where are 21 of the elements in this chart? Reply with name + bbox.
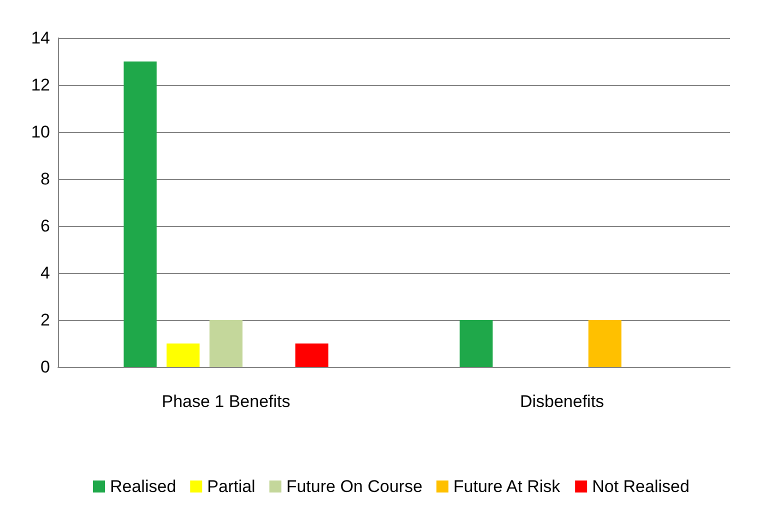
y-tick-label: 8 xyxy=(40,170,50,188)
bar xyxy=(166,344,200,367)
y-tick-label: 4 xyxy=(40,264,50,282)
bar xyxy=(460,320,493,367)
legend-label: Future On Course xyxy=(286,477,422,496)
y-tick-label: 10 xyxy=(31,122,50,142)
legend-label: Realised xyxy=(110,477,176,496)
bar xyxy=(210,320,242,367)
y-tick-label: 14 xyxy=(31,28,50,48)
bar xyxy=(295,344,328,367)
x-tick-label: Phase 1 Benefits xyxy=(162,392,290,411)
y-tick-label: 6 xyxy=(40,216,50,236)
bar xyxy=(124,62,157,367)
bar xyxy=(588,320,622,367)
legend-label: Future At Risk xyxy=(453,477,561,496)
y-tick-label: 2 xyxy=(40,310,50,330)
legend-label: Not Realised xyxy=(592,477,690,496)
y-tick-label: 12 xyxy=(31,76,50,94)
legend-label: Partial xyxy=(207,477,256,496)
y-tick-label: 0 xyxy=(40,358,50,376)
x-tick-label: Disbenefits xyxy=(520,392,604,411)
